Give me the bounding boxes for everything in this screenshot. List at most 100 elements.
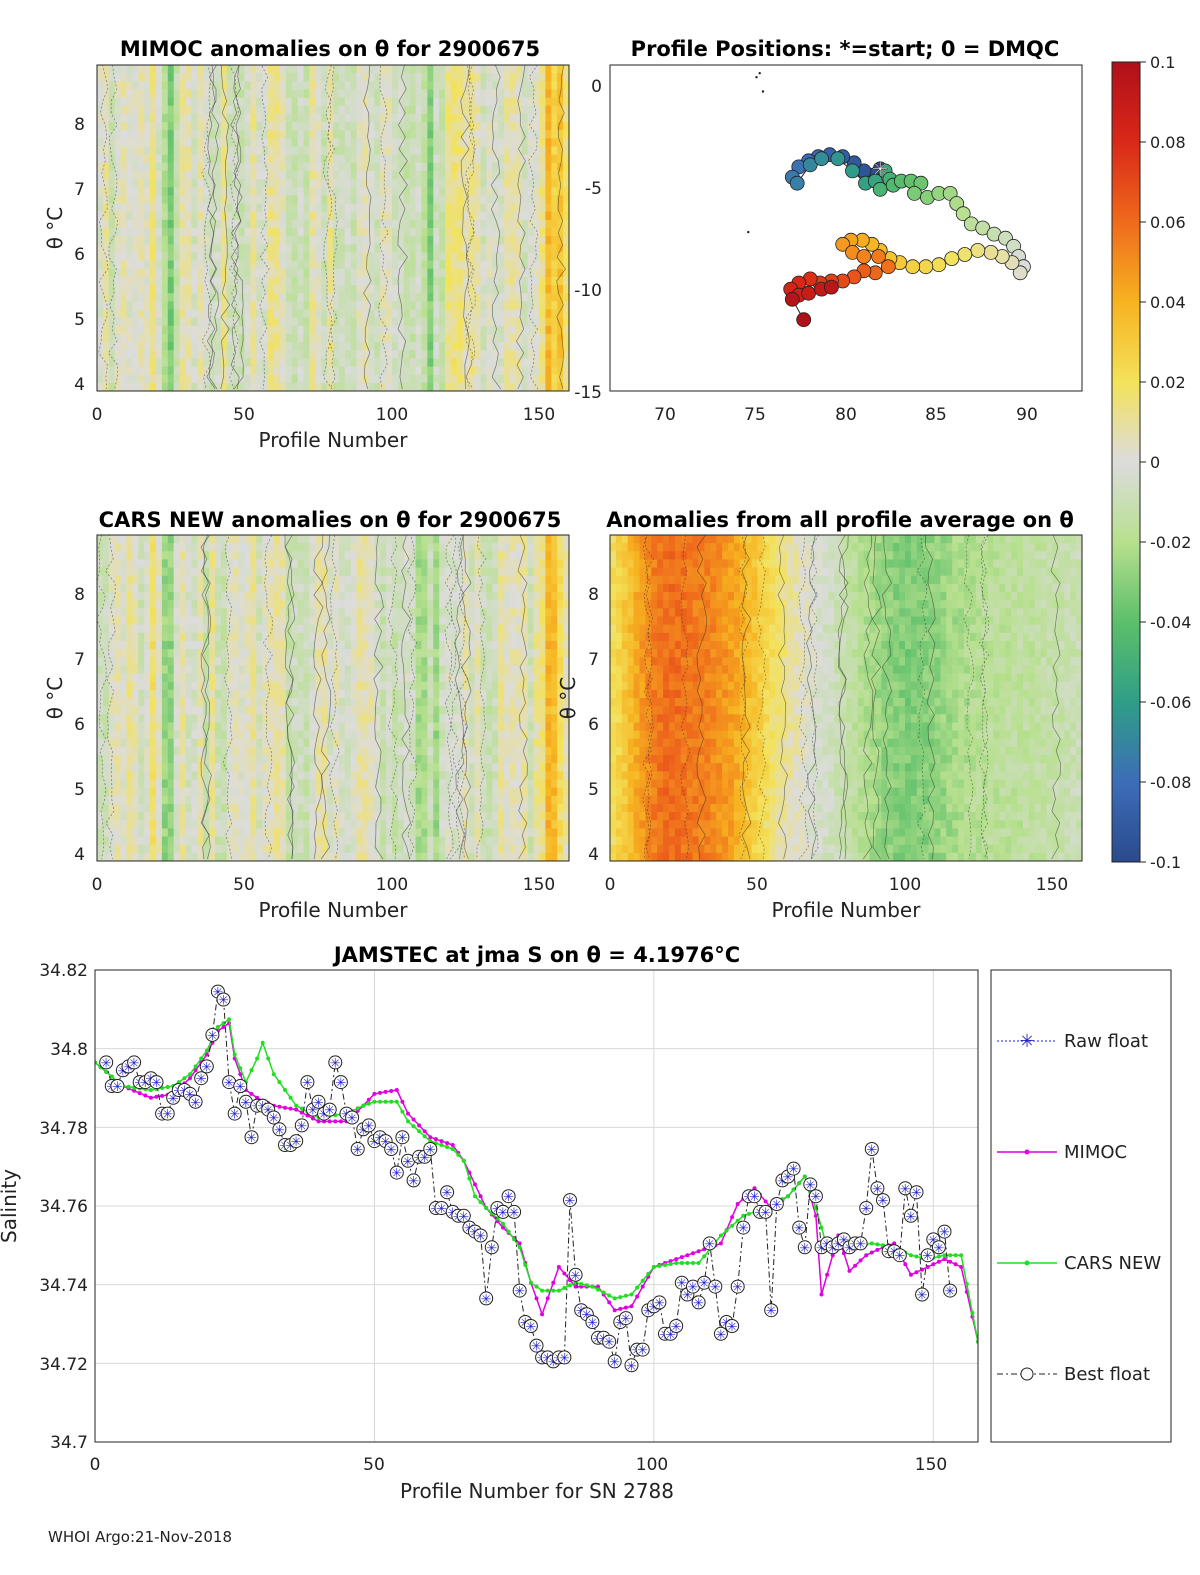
mimoc-xtick-150: 150 xyxy=(523,405,555,425)
heatmap-cell xyxy=(362,293,369,302)
heatmap-cell xyxy=(545,301,552,311)
heatmap-cell xyxy=(397,138,405,148)
heatmap-cell xyxy=(539,219,546,229)
heatmap-cell xyxy=(474,350,482,359)
heatmap-cell xyxy=(533,146,541,156)
heatmap-cell xyxy=(220,244,228,254)
heatmap-cell xyxy=(238,640,246,650)
heatmap-cell xyxy=(197,755,204,764)
heatmap-cell xyxy=(285,252,293,262)
heatmap-cell xyxy=(504,293,511,302)
heatmap-cell xyxy=(338,382,346,391)
heatmap-cell xyxy=(462,73,470,82)
heatmap-cell xyxy=(445,195,452,205)
heatmap-cell xyxy=(220,763,228,772)
heatmap-cell xyxy=(256,803,263,813)
heatmap-cell xyxy=(150,154,157,164)
heatmap-cell xyxy=(521,244,529,254)
heatmap-cell xyxy=(114,187,122,196)
heatmap-cell xyxy=(138,795,145,805)
heatmap-cell xyxy=(191,154,198,164)
heatmap-cell xyxy=(250,730,257,740)
heatmap-cell xyxy=(144,113,151,123)
heatmap-cell xyxy=(279,244,287,254)
heatmap-cell xyxy=(427,268,434,278)
colorbar-tick-label: 0.04 xyxy=(1150,293,1186,312)
heatmap-cell xyxy=(185,632,192,642)
heatmap-cell xyxy=(167,828,175,838)
heatmap-cell xyxy=(197,105,204,115)
heatmap-cell xyxy=(197,649,204,658)
heatmap-cell xyxy=(226,260,234,270)
heatmap-cell xyxy=(362,203,369,213)
heatmap-cell xyxy=(262,382,269,391)
heatmap-cell xyxy=(563,325,569,335)
start-star-icon: ✳ xyxy=(872,157,889,181)
heatmap-cell xyxy=(102,285,110,294)
heatmap-cell xyxy=(191,138,198,148)
heatmap-cell xyxy=(333,211,340,221)
heatmap-cell xyxy=(215,787,222,797)
heatmap-cell xyxy=(220,65,228,74)
heatmap-cell xyxy=(380,325,387,335)
heatmap-cell xyxy=(374,113,381,123)
heatmap-cell xyxy=(527,179,535,188)
heatmap-cell xyxy=(138,665,145,675)
heatmap-cell xyxy=(262,333,269,343)
heatmap-cell xyxy=(327,836,334,846)
heatmap-cell xyxy=(480,113,487,123)
heatmap-cell xyxy=(521,285,529,294)
heatmap-cell xyxy=(238,211,246,221)
heatmap-cell xyxy=(238,179,246,188)
heatmap-cell xyxy=(108,771,116,781)
heatmap-cell xyxy=(215,146,222,156)
heatmap-cell xyxy=(250,138,257,148)
heatmap-cell xyxy=(386,162,393,172)
heatmap-cell xyxy=(161,795,169,805)
heatmap-cell xyxy=(285,706,293,715)
heatmap-cell xyxy=(197,746,204,756)
heatmap-cell xyxy=(445,350,452,359)
heatmap-cell xyxy=(515,342,523,351)
heatmap-cell xyxy=(368,285,375,294)
heatmap-cell xyxy=(279,301,287,311)
heatmap-cell xyxy=(262,714,269,724)
heatmap-cell xyxy=(303,583,310,593)
heatmap-cell xyxy=(197,795,204,805)
heatmap-cell xyxy=(191,73,198,82)
heatmap-cell xyxy=(203,640,210,650)
heatmap-cell xyxy=(167,624,175,634)
heatmap-cell xyxy=(315,366,322,376)
heatmap-cell xyxy=(150,844,157,854)
heatmap-cell xyxy=(191,852,198,861)
heatmap-cell xyxy=(150,228,157,237)
heatmap-cell xyxy=(321,657,328,666)
heatmap-cell xyxy=(203,787,210,797)
heatmap-cell xyxy=(114,820,122,829)
heatmap-cell xyxy=(504,333,511,343)
heatmap-cell xyxy=(333,382,340,391)
heatmap-cell xyxy=(285,268,293,278)
heatmap-cell xyxy=(114,657,122,666)
heatmap-cell xyxy=(510,89,517,99)
heatmap-cell xyxy=(209,640,216,650)
heatmap-cell xyxy=(144,276,151,286)
heatmap-cell xyxy=(291,600,299,609)
heatmap-cell xyxy=(486,301,493,311)
heatmap-cell xyxy=(244,162,251,172)
heatmap-cell xyxy=(209,130,216,139)
heatmap-cell xyxy=(274,567,281,577)
heatmap-cell xyxy=(439,325,446,335)
heatmap-cell xyxy=(256,649,263,658)
heatmap-cell xyxy=(156,746,163,756)
heatmap-cell xyxy=(132,252,139,262)
heatmap-cell xyxy=(327,73,334,82)
heatmap-cell xyxy=(321,342,328,351)
heatmap-cell xyxy=(480,154,487,164)
heatmap-cell xyxy=(268,97,275,107)
heatmap-cell xyxy=(150,252,157,262)
heatmap-cell xyxy=(209,632,216,642)
heatmap-cell xyxy=(374,382,381,391)
heatmap-cell xyxy=(120,317,128,327)
